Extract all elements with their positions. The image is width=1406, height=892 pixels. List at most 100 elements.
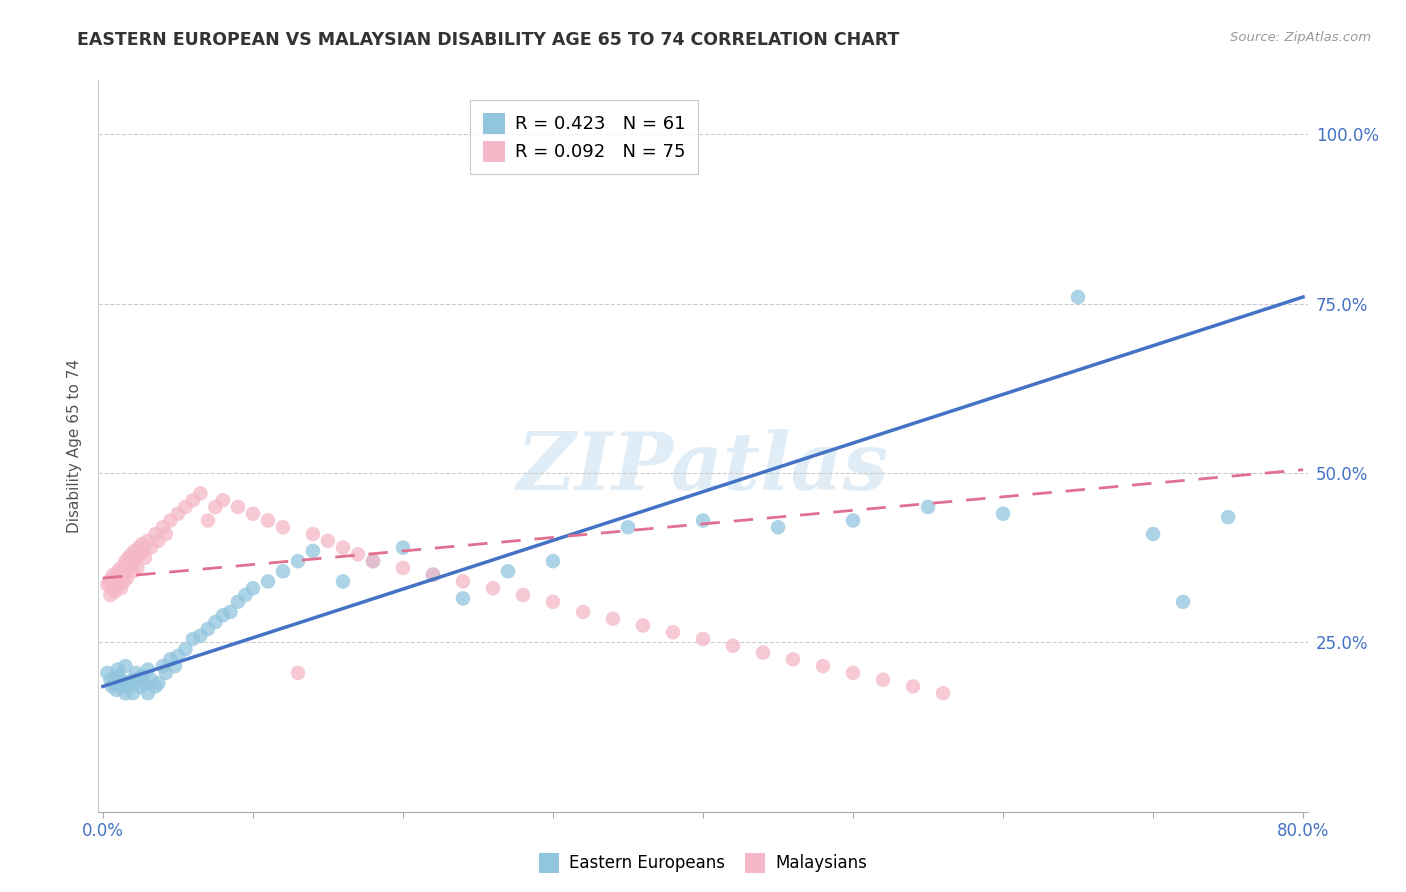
Legend: R = 0.423   N = 61, R = 0.092   N = 75: R = 0.423 N = 61, R = 0.092 N = 75 — [470, 100, 699, 175]
Point — [100, 588, 122, 602]
Point — [122, 554, 145, 568]
Point — [148, 533, 170, 548]
Point — [451, 574, 474, 589]
Point — [114, 659, 136, 673]
Point — [316, 533, 339, 548]
Point — [96, 578, 118, 592]
Point — [347, 547, 370, 561]
Point — [139, 673, 162, 687]
Point — [190, 486, 212, 500]
Point — [662, 625, 685, 640]
Point — [287, 554, 309, 568]
Point — [122, 673, 145, 687]
Point — [181, 493, 204, 508]
Point — [159, 652, 181, 666]
Point — [242, 507, 264, 521]
Point — [107, 669, 129, 683]
Point — [782, 652, 804, 666]
Point — [541, 554, 564, 568]
Point — [104, 574, 127, 589]
Point — [129, 547, 152, 561]
Point — [159, 514, 181, 528]
Point — [145, 680, 167, 694]
Point — [136, 533, 159, 548]
Point — [257, 574, 280, 589]
Point — [1171, 595, 1194, 609]
Point — [212, 608, 235, 623]
Point — [114, 554, 136, 568]
Point — [108, 571, 131, 585]
Point — [197, 514, 219, 528]
Point — [105, 571, 128, 585]
Text: ZIPatlas: ZIPatlas — [517, 429, 889, 507]
Point — [110, 581, 132, 595]
Point — [631, 618, 654, 632]
Point — [602, 612, 624, 626]
Point — [392, 561, 415, 575]
Point — [197, 622, 219, 636]
Point — [114, 564, 136, 578]
Point — [122, 686, 145, 700]
Point — [752, 646, 775, 660]
Point — [361, 554, 384, 568]
Point — [110, 561, 132, 575]
Point — [101, 680, 124, 694]
Point — [332, 574, 354, 589]
Point — [134, 676, 156, 690]
Point — [917, 500, 939, 514]
Point — [572, 605, 595, 619]
Point — [125, 665, 148, 680]
Point — [117, 676, 139, 690]
Point — [117, 550, 139, 565]
Point — [392, 541, 415, 555]
Point — [122, 564, 145, 578]
Point — [125, 550, 148, 565]
Text: Source: ZipAtlas.com: Source: ZipAtlas.com — [1230, 31, 1371, 45]
Point — [152, 520, 174, 534]
Point — [482, 581, 505, 595]
Point — [132, 544, 155, 558]
Point — [104, 676, 127, 690]
Point — [332, 541, 354, 555]
Point — [127, 673, 149, 687]
Point — [115, 571, 138, 585]
Point — [107, 663, 129, 677]
Y-axis label: Disability Age 65 to 74: Disability Age 65 to 74 — [67, 359, 83, 533]
Point — [127, 561, 149, 575]
Point — [235, 588, 257, 602]
Point — [361, 554, 384, 568]
Point — [118, 680, 141, 694]
Point — [1142, 527, 1164, 541]
Point — [496, 564, 519, 578]
Point — [287, 665, 309, 680]
Point — [136, 686, 159, 700]
Point — [96, 665, 118, 680]
Point — [204, 500, 226, 514]
Point — [692, 514, 714, 528]
Point — [111, 567, 134, 582]
Point — [136, 663, 159, 677]
Point — [97, 574, 120, 589]
Point — [152, 659, 174, 673]
Point — [103, 567, 125, 582]
Point — [932, 686, 955, 700]
Point — [204, 615, 226, 629]
Point — [155, 527, 177, 541]
Point — [1216, 510, 1239, 524]
Point — [541, 595, 564, 609]
Point — [617, 520, 640, 534]
Point — [104, 584, 127, 599]
Point — [226, 595, 249, 609]
Point — [181, 632, 204, 646]
Point — [174, 500, 197, 514]
Point — [302, 527, 325, 541]
Point — [118, 558, 141, 572]
Point — [139, 541, 162, 555]
Point — [120, 547, 142, 561]
Point — [111, 680, 134, 694]
Point — [105, 682, 128, 697]
Point — [155, 665, 177, 680]
Point — [512, 588, 534, 602]
Point — [107, 564, 129, 578]
Point — [124, 544, 146, 558]
